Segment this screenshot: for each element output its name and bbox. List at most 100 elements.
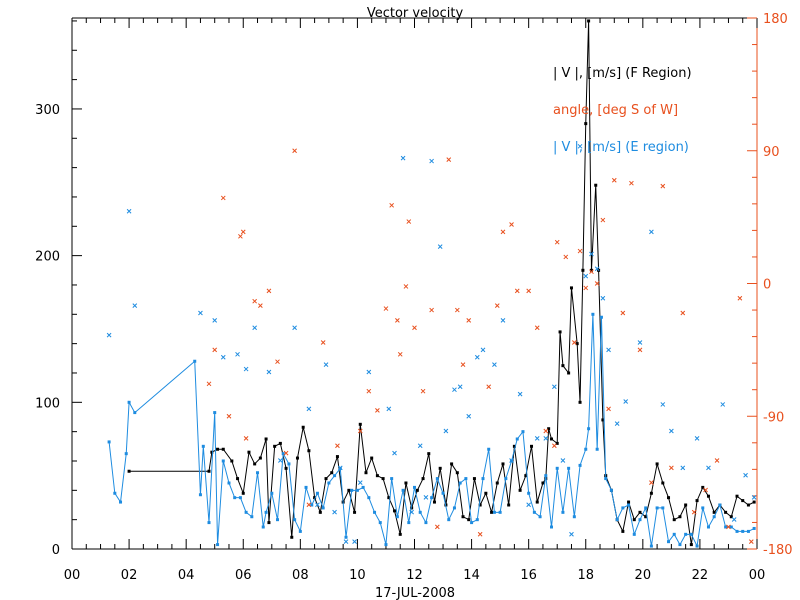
data-point xyxy=(638,518,642,522)
data-point xyxy=(484,491,488,495)
data-point-x xyxy=(637,347,643,353)
data-point-x xyxy=(583,285,589,291)
data-point xyxy=(490,510,494,514)
data-point xyxy=(384,543,388,547)
data-point xyxy=(638,510,642,514)
data-point-x xyxy=(577,248,583,254)
data-point-x xyxy=(514,288,520,294)
y-left-tick-label: 300 xyxy=(35,103,60,118)
data-point-x xyxy=(238,233,243,239)
data-point-x xyxy=(509,458,514,463)
data-point-x xyxy=(212,318,218,323)
data-point xyxy=(347,488,351,492)
data-point xyxy=(318,510,322,514)
data-point xyxy=(467,518,471,522)
data-point xyxy=(236,477,240,481)
data-point-x xyxy=(694,436,700,441)
data-point xyxy=(193,359,197,363)
data-point xyxy=(207,469,211,473)
data-point xyxy=(270,491,274,495)
data-point xyxy=(233,496,237,500)
data-point xyxy=(461,515,465,519)
data-point xyxy=(632,518,636,522)
data-point xyxy=(672,532,676,536)
data-point xyxy=(701,485,705,489)
data-point xyxy=(589,268,593,272)
data-point xyxy=(632,532,636,536)
data-point-x xyxy=(460,362,466,367)
data-point xyxy=(701,506,705,510)
data-point xyxy=(321,506,325,510)
data-point xyxy=(615,518,619,522)
chart-title: Vector velocity xyxy=(367,6,464,21)
data-point xyxy=(119,500,123,504)
data-point xyxy=(253,462,257,466)
data-point-x xyxy=(343,539,349,544)
data-point xyxy=(555,466,559,470)
data-point xyxy=(358,422,362,426)
data-point-x xyxy=(106,332,112,338)
data-point xyxy=(478,503,482,507)
y-right-tick-label: -90 xyxy=(763,410,784,425)
series-line xyxy=(108,314,755,548)
data-point xyxy=(330,471,334,475)
data-point-x xyxy=(554,239,560,245)
data-point-x xyxy=(589,269,594,275)
data-point xyxy=(507,503,511,507)
data-point-x xyxy=(306,406,312,412)
data-point xyxy=(655,506,659,510)
y-left-tick-label: 100 xyxy=(35,396,60,411)
data-point xyxy=(287,462,291,466)
data-point-x xyxy=(669,428,674,434)
data-point xyxy=(581,268,585,272)
data-point-x xyxy=(252,325,258,331)
data-point-x xyxy=(403,284,409,289)
data-point-x xyxy=(400,155,406,161)
data-point xyxy=(418,510,422,514)
x-tick-label: 22 xyxy=(692,568,709,583)
data-point xyxy=(264,510,268,514)
data-point-x xyxy=(594,266,600,272)
data-point-x xyxy=(323,362,329,367)
series-1 xyxy=(107,312,756,548)
data-point xyxy=(293,518,297,522)
data-point-x xyxy=(292,148,297,154)
data-point-x xyxy=(335,443,340,449)
data-point-x xyxy=(486,384,492,390)
data-point xyxy=(492,510,496,514)
data-point-x xyxy=(206,381,212,387)
data-point xyxy=(327,481,331,485)
data-point xyxy=(390,477,394,481)
data-point xyxy=(538,515,542,519)
data-point-x xyxy=(243,436,249,441)
data-point-x xyxy=(240,229,246,235)
data-point-x xyxy=(220,354,226,360)
data-point xyxy=(684,532,688,536)
data-point xyxy=(113,491,117,495)
data-point xyxy=(344,535,348,539)
data-point xyxy=(373,510,377,514)
data-point-x xyxy=(552,443,557,449)
data-point xyxy=(398,532,402,536)
data-point xyxy=(221,459,225,463)
data-point xyxy=(558,330,562,334)
x-tick-label: 06 xyxy=(235,568,252,583)
data-point-x xyxy=(434,524,440,530)
data-point xyxy=(210,450,214,454)
data-point xyxy=(273,444,277,448)
data-point-x xyxy=(494,303,500,308)
data-point xyxy=(284,466,288,470)
data-point-x xyxy=(534,325,540,331)
data-point xyxy=(678,543,682,547)
data-point xyxy=(544,474,548,478)
data-point-x xyxy=(474,354,480,360)
data-point xyxy=(355,488,359,492)
data-point xyxy=(470,521,474,525)
data-point-x xyxy=(480,347,486,353)
data-point xyxy=(133,411,137,415)
data-point xyxy=(427,452,431,456)
data-point-x xyxy=(571,340,577,345)
series-0 xyxy=(127,19,756,547)
data-point-x xyxy=(352,539,357,544)
data-point xyxy=(535,500,539,504)
